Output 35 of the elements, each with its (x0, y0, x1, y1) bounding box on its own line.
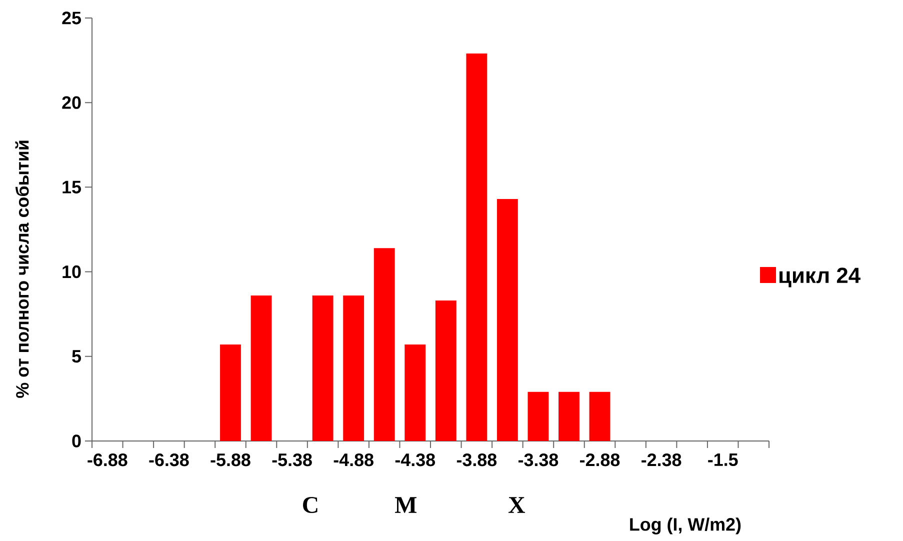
bar (404, 344, 426, 441)
bar (496, 199, 518, 441)
y-tick-label: 25 (62, 12, 81, 24)
x-tick-label: -3.38 (518, 453, 558, 466)
bar (435, 300, 456, 441)
x-tick-label: -6.38 (149, 453, 189, 466)
bar (589, 392, 610, 441)
bar (250, 295, 272, 441)
text: X (508, 497, 526, 513)
x-tick-label: -2.38 (642, 453, 682, 466)
x-tick-label: -6.88 (88, 453, 128, 466)
x-tick-label: -5.88 (210, 453, 250, 466)
x-axis-title: Log (I, W/m2) (630, 518, 741, 534)
x-tick-label: -5.38 (272, 453, 312, 466)
bar (374, 248, 395, 441)
bar (343, 295, 364, 441)
y-axis-title: % от полного числа событий (15, 140, 29, 398)
text: M (395, 497, 416, 513)
y-tick-label: 0 (72, 434, 81, 448)
bar (528, 392, 549, 441)
x-tick-label: -4.38 (395, 453, 436, 466)
legend-label: цикл 24 (780, 268, 860, 288)
x-tick-label: -4.88 (334, 453, 374, 466)
y-tick-label: 20 (62, 96, 81, 109)
bar (312, 295, 334, 441)
bar (466, 54, 488, 441)
x-tick-label: -1.5 (708, 454, 738, 466)
y-tick-label: 5 (72, 350, 81, 363)
x-tick-label: -2.88 (580, 453, 620, 466)
y-tick-label: 10 (62, 265, 81, 278)
bar (558, 392, 580, 441)
y-tick-label: 15 (62, 180, 81, 194)
bar (220, 344, 241, 441)
text: C (303, 496, 318, 514)
x-tick-label: -3.88 (456, 453, 497, 466)
